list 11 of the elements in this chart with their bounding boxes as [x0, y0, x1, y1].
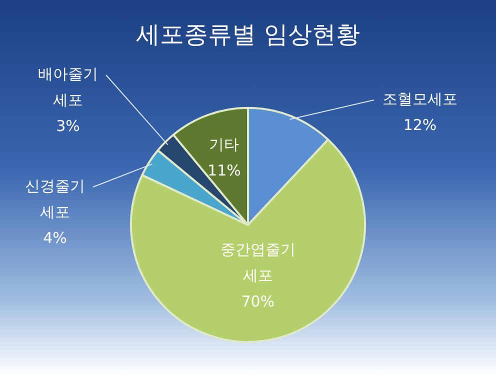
data-label: 70%	[241, 292, 275, 311]
slice-label: 조혈모세포	[382, 90, 458, 108]
data-label: 11%	[208, 162, 241, 180]
data-label: 3%	[56, 116, 80, 135]
slice-label: 기타	[209, 136, 240, 154]
chart-title: 세포종류별 임상현황	[136, 20, 360, 49]
data-label: 12%	[403, 116, 437, 134]
slice-label: 중간엽줄기 세포	[220, 240, 296, 285]
data-label: 4%	[43, 228, 67, 247]
slice-label: 배아줄기 세포	[38, 64, 98, 109]
slice-label: 신경줄기 세포	[25, 176, 85, 221]
